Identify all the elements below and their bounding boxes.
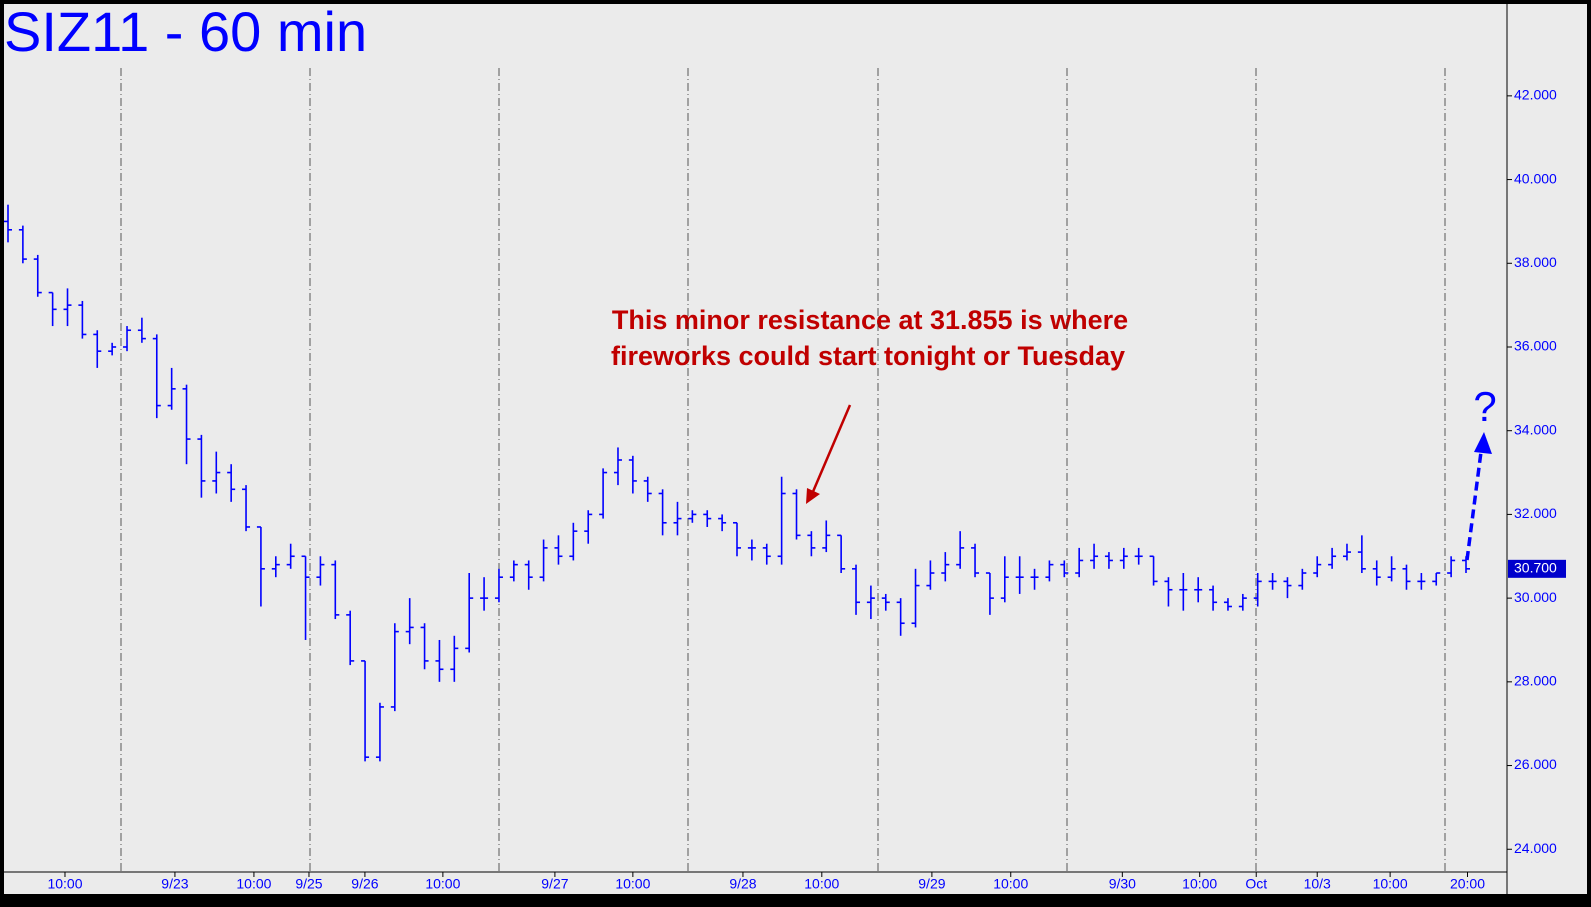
annotation: This minor resistance at 31.855 is where xyxy=(612,305,1128,335)
last-price-label: 30.700 xyxy=(1514,560,1557,576)
x-tick-label: 10:00 xyxy=(1182,876,1217,892)
x-tick-label: 9/23 xyxy=(161,876,188,892)
y-tick-label: 24.000 xyxy=(1514,840,1557,856)
y-tick-label: 28.000 xyxy=(1514,673,1557,689)
x-tick-label: 10:00 xyxy=(236,876,271,892)
x-tick-label: 9/25 xyxy=(295,876,322,892)
y-tick-label: 32.000 xyxy=(1514,505,1557,521)
y-tick-label: 30.000 xyxy=(1514,589,1557,605)
x-tick-label: 9/26 xyxy=(351,876,378,892)
y-tick-label: 42.000 xyxy=(1514,87,1557,103)
projection-arrowhead xyxy=(1474,432,1492,454)
annotation-arrowhead xyxy=(806,488,820,504)
x-tick-label: Oct xyxy=(1245,876,1267,892)
question-mark: ? xyxy=(1473,383,1496,430)
x-tick-label: 20:00 xyxy=(1450,876,1485,892)
x-tick-label: 10:00 xyxy=(425,876,460,892)
y-tick-label: 34.000 xyxy=(1514,421,1557,437)
chart-title: SIZ11 - 60 min xyxy=(4,0,367,63)
plot-background xyxy=(4,4,1587,894)
x-tick-label: 10:00 xyxy=(1373,876,1408,892)
x-tick-label: 9/28 xyxy=(729,876,756,892)
y-tick-label: 36.000 xyxy=(1514,338,1557,354)
x-tick-label: 10/3 xyxy=(1304,876,1331,892)
x-tick-label: 10:00 xyxy=(615,876,650,892)
x-tick-label: 10:00 xyxy=(804,876,839,892)
annotation-arrow xyxy=(810,404,852,495)
annotation: fireworks could start tonight or Tuesday xyxy=(611,341,1125,371)
y-tick-label: 40.000 xyxy=(1514,170,1557,186)
y-tick-label: 38.000 xyxy=(1514,254,1557,270)
y-tick-label: 26.000 xyxy=(1514,756,1557,772)
projection-arrow xyxy=(1465,451,1483,561)
x-tick-label: 10:00 xyxy=(993,876,1028,892)
x-tick-label: 9/30 xyxy=(1109,876,1136,892)
x-tick-label: 10:00 xyxy=(47,876,82,892)
x-tick-label: 9/27 xyxy=(541,876,568,892)
x-tick-label: 9/29 xyxy=(918,876,945,892)
last-price-box xyxy=(1508,559,1566,578)
